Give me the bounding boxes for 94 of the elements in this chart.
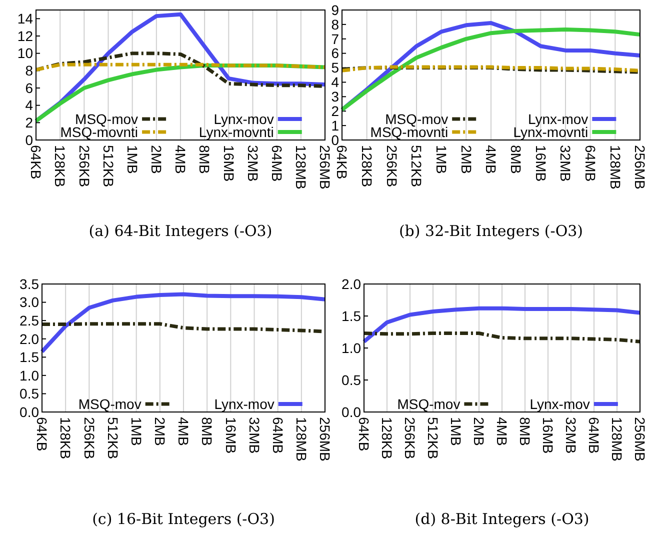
legend-label: Lynx-mov bbox=[214, 110, 274, 127]
x-tick-label: 128KB bbox=[52, 145, 68, 188]
legend-label: MSQ-mov bbox=[78, 396, 142, 412]
x-tick-label: 4MB bbox=[172, 145, 189, 174]
y-tick-label: 2.0 bbox=[20, 330, 40, 347]
x-tick-label: 128MB bbox=[293, 145, 310, 190]
x-tick-label: 256MB bbox=[632, 145, 648, 190]
x-tick-label: 16MB bbox=[532, 145, 549, 182]
y-tick-label: 1.0 bbox=[20, 367, 40, 384]
legend-label: MSQ-mov bbox=[397, 396, 460, 412]
y-tick-label: 10 bbox=[17, 45, 34, 62]
x-tick-label: 1MB bbox=[124, 145, 140, 174]
x-tick-label: 512KB bbox=[408, 145, 425, 188]
legend-label: MSQ-mov bbox=[385, 110, 448, 127]
x-tick-label: 128KB bbox=[358, 145, 375, 188]
legend-label: Lynx-mov bbox=[530, 396, 590, 412]
x-tick-label: 2MB bbox=[152, 417, 168, 446]
x-tick-label: 256KB bbox=[402, 417, 418, 460]
x-tick-label: 8MB bbox=[508, 145, 524, 174]
x-tick-label: 128MB bbox=[294, 417, 310, 462]
x-tick-label: 64MB bbox=[586, 417, 602, 454]
y-tick-label: 14 bbox=[17, 10, 34, 27]
text: (b) 32-Bit Integers (-O3) bbox=[398, 222, 584, 240]
x-tick-label: 512KB bbox=[425, 417, 442, 460]
x-tick-label: 2MB bbox=[471, 417, 488, 446]
x-tick-label: 256KB bbox=[76, 145, 92, 188]
y-tick-label: 6 bbox=[25, 80, 34, 96]
x-tick-label: 512KB bbox=[104, 417, 121, 460]
line-series bbox=[362, 332, 642, 344]
x-tick-label: 64MB bbox=[270, 417, 286, 454]
x-tick-label: 128KB bbox=[58, 417, 74, 460]
y-tick-label: 1.0 bbox=[342, 340, 362, 356]
y-tick-label: 2.0 bbox=[342, 276, 362, 292]
x-tick-label: 1MB bbox=[448, 417, 464, 446]
x-tick-label: 32MB bbox=[246, 417, 262, 454]
x-tick-label: 64KB bbox=[356, 417, 372, 452]
x-tick-label: 256KB bbox=[81, 417, 98, 460]
x-tick-label: 8MB bbox=[196, 145, 213, 174]
x-tick-label: 64MB bbox=[268, 145, 285, 182]
x-tick-label: 512KB bbox=[100, 145, 116, 188]
y-tick-label: 9 bbox=[331, 2, 340, 18]
y-tick-label: 0.5 bbox=[342, 372, 362, 388]
x-tick-label: 4MB bbox=[483, 145, 500, 174]
x-tick-label: 256MB bbox=[317, 417, 334, 462]
text: (a) 64-Bit Integers (-O3) bbox=[88, 222, 272, 240]
x-tick-label: 64KB bbox=[28, 145, 44, 180]
x-tick-label: 256KB bbox=[384, 145, 400, 188]
x-tick-label: 1MB bbox=[128, 417, 144, 446]
x-tick-label: 16MB bbox=[540, 417, 556, 454]
x-tick-label: 128MB bbox=[609, 417, 626, 462]
x-tick-label: 4MB bbox=[494, 417, 510, 446]
x-tick-label: 16MB bbox=[222, 417, 239, 454]
y-tick-label: 1.5 bbox=[20, 349, 40, 366]
y-tick-label: 3 bbox=[331, 88, 340, 105]
x-tick-label: 64MB bbox=[582, 145, 598, 182]
legend-label: Lynx-mov bbox=[528, 110, 588, 127]
y-tick-label: 2 bbox=[25, 114, 34, 131]
y-tick-label: 6 bbox=[331, 45, 340, 62]
y-tick-label: 5 bbox=[331, 60, 340, 76]
y-tick-label: 4 bbox=[331, 74, 340, 90]
y-tick-label: 8 bbox=[25, 62, 34, 79]
x-tick-label: 256MB bbox=[317, 145, 334, 190]
y-tick-label: 3.0 bbox=[20, 294, 40, 310]
y-tick-label: 2 bbox=[331, 103, 340, 120]
x-tick-label: 256MB bbox=[632, 417, 648, 462]
x-tick-label: 64KB bbox=[334, 145, 350, 180]
x-tick-label: 8MB bbox=[517, 417, 534, 446]
y-tick-label: 3.5 bbox=[20, 276, 40, 292]
line-series bbox=[362, 306, 642, 344]
legend-label: MSQ-mov bbox=[75, 110, 138, 127]
x-tick-label: 8MB bbox=[199, 417, 216, 446]
y-tick-label: 7 bbox=[331, 30, 340, 47]
x-tick-label: 2MB bbox=[458, 145, 474, 174]
x-tick-label: 128KB bbox=[379, 417, 396, 460]
line-series bbox=[40, 292, 327, 354]
x-tick-label: 4MB bbox=[176, 417, 192, 446]
x-tick-label: 32MB bbox=[563, 417, 580, 454]
x-tick-label: 64KB bbox=[34, 417, 50, 452]
x-tick-label: 32MB bbox=[558, 145, 574, 182]
text: (d) 8-Bit Integers (-O3) bbox=[414, 510, 590, 528]
y-tick-label: 2.5 bbox=[20, 312, 40, 328]
text: (c) 16-Bit Integers (-O3) bbox=[92, 510, 275, 528]
y-tick-label: 0.5 bbox=[20, 386, 40, 402]
x-tick-label: 128MB bbox=[607, 145, 624, 190]
legend-label: Lynx-mov bbox=[214, 396, 274, 412]
y-tick-label: 1.5 bbox=[342, 308, 362, 324]
x-tick-label: 1MB bbox=[433, 145, 450, 174]
x-tick-label: 2MB bbox=[148, 145, 165, 174]
y-tick-label: 4 bbox=[25, 97, 34, 114]
x-tick-label: 32MB bbox=[244, 145, 261, 182]
y-tick-label: 12 bbox=[17, 28, 34, 44]
y-tick-label: 1 bbox=[331, 117, 340, 134]
x-tick-label: 16MB bbox=[220, 145, 237, 182]
y-tick-label: 8 bbox=[331, 16, 340, 32]
